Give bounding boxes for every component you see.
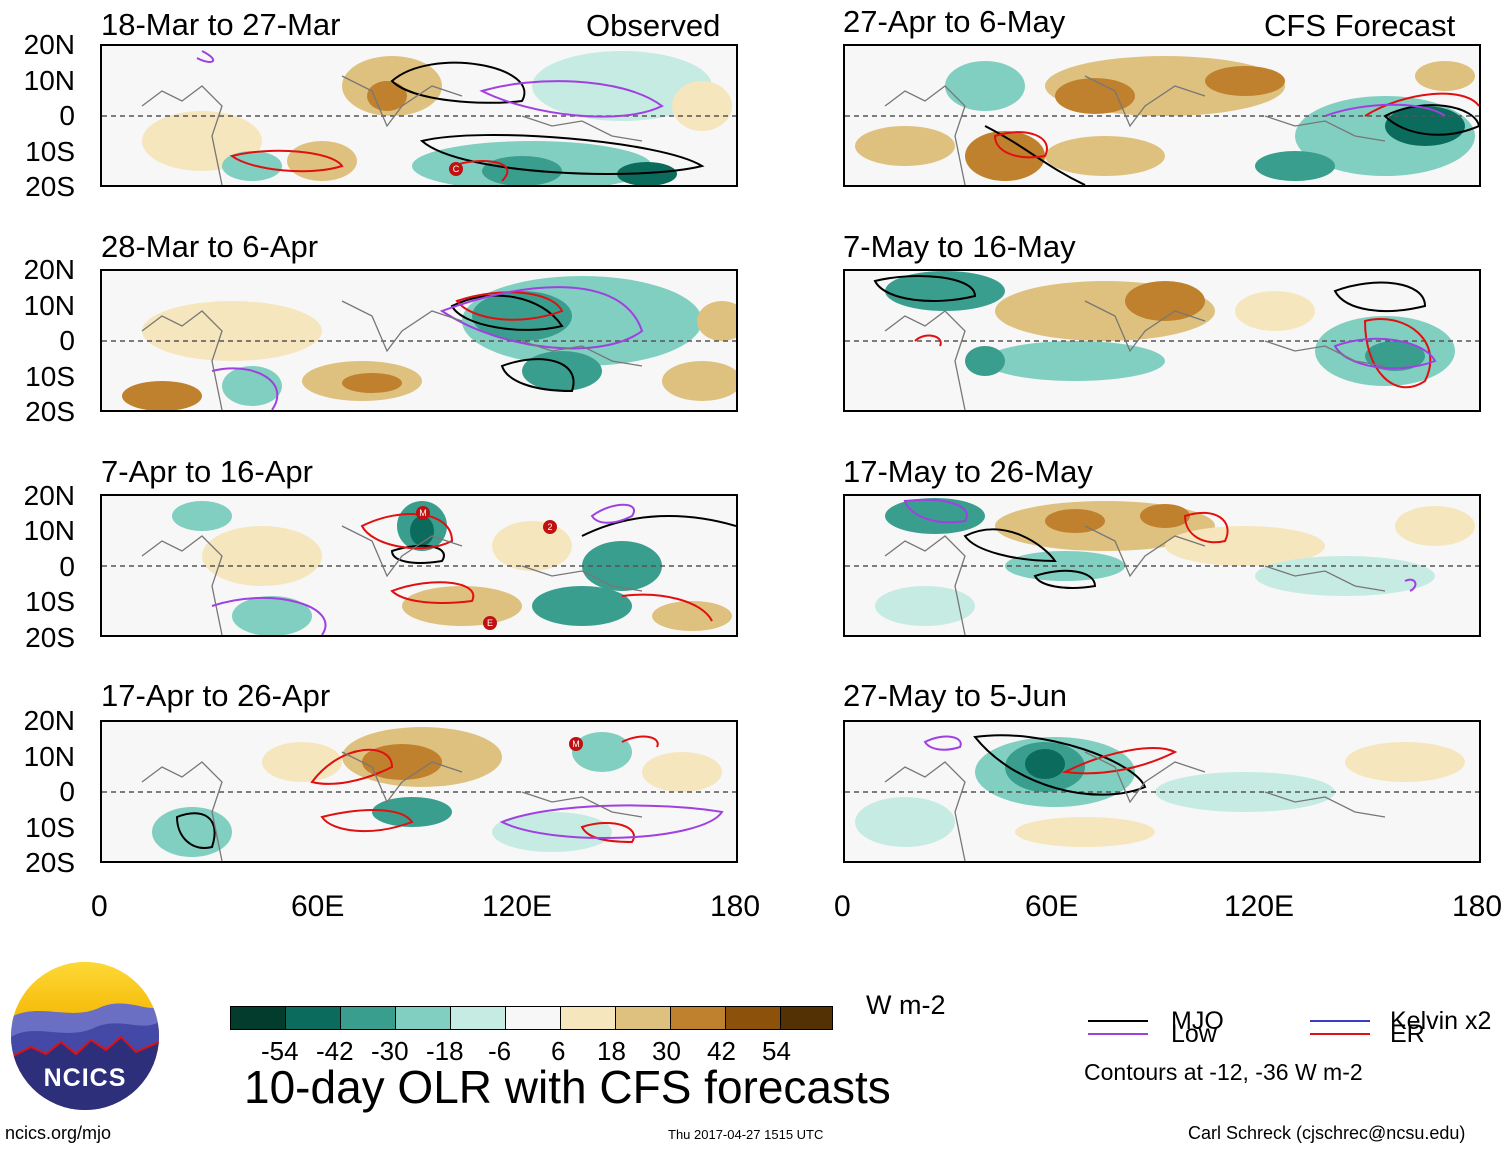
lon-label: 180 [710, 890, 761, 923]
legend-mjo-label: MJO [1171, 1007, 1224, 1035]
panel-label-left-1: 18-Mar to 27-Mar [101, 7, 341, 42]
storm-marker: M [416, 506, 430, 520]
colorbar-label: 30 [652, 1036, 681, 1066]
colorbar-units: W m-2 [866, 990, 946, 1020]
lat-label: 0 [59, 551, 75, 582]
legend-er-label: ER [1390, 1020, 1425, 1048]
footer-credit: Carl Schreck (cjschrec@ncsu.edu) [1188, 1123, 1466, 1143]
colorbar-box [560, 1006, 616, 1030]
storm-marker: M [569, 737, 583, 751]
storm-marker: E [483, 616, 497, 630]
map-panel [843, 494, 1481, 637]
colorbar-label: -30 [371, 1036, 409, 1066]
map-panel [843, 269, 1481, 412]
panel-label-left-4: 17-Apr to 26-Apr [101, 678, 331, 713]
figure-title: 10-day OLR with CFS forecasts [244, 1061, 891, 1113]
lat-label: 10N [23, 515, 75, 546]
map-panel [843, 44, 1481, 187]
panel-label-right-2: 7-May to 16-May [843, 229, 1076, 264]
storm-marker: C [449, 162, 463, 176]
lon-label: 120E [482, 890, 553, 923]
lat-label: 10N [23, 290, 75, 321]
colorbar-label: -54 [261, 1036, 299, 1066]
panel-label-left-3: 7-Apr to 16-Apr [101, 454, 313, 489]
map-panel [100, 44, 738, 187]
legend-mjo-line [1088, 1020, 1148, 1022]
lon-label: 0 [91, 890, 108, 923]
legend-kelvin-line [1310, 1020, 1370, 1022]
lat-label: 10N [23, 65, 75, 96]
panel-label-left-2: 28-Mar to 6-Apr [101, 229, 319, 264]
lat-label: 20N [23, 254, 75, 285]
panel-label-right-1: 27-Apr to 6-May [843, 4, 1066, 39]
colorbar-label: 54 [762, 1036, 791, 1066]
colorbar-label: -42 [316, 1036, 354, 1066]
colorbar-box [615, 1006, 671, 1030]
colorbar-box [340, 1006, 396, 1030]
colorbar-label: 6 [551, 1036, 566, 1066]
lon-label: 60E [291, 890, 345, 923]
colorbar-box [670, 1006, 726, 1030]
panel-label-right-3: 17-May to 26-May [843, 454, 1093, 489]
colorbar-box [780, 1006, 833, 1030]
footer-url[interactable]: ncics.org/mjo [5, 1123, 112, 1143]
colorbar-label: -6 [488, 1036, 512, 1066]
footer-timestamp: Thu 2017-04-27 1515 UTC [668, 1127, 824, 1142]
legend-low-line [1088, 1033, 1148, 1035]
colorbar-box [725, 1006, 781, 1030]
contour-note: Contours at -12, -36 W m-2 [1084, 1059, 1363, 1085]
lat-label: 20S [25, 396, 75, 427]
lat-label: 20S [25, 171, 75, 202]
colorbar-box [505, 1006, 561, 1030]
map-panel [100, 269, 738, 412]
lat-label: 20S [25, 847, 75, 878]
lat-label: 20N [23, 29, 75, 60]
lon-label: 0 [834, 890, 851, 923]
colorbar-label: 18 [597, 1036, 626, 1066]
lat-label: 0 [59, 325, 75, 356]
storm-marker: 2 [543, 520, 557, 534]
lat-label: 10S [25, 586, 75, 617]
map-panel [843, 720, 1481, 863]
legend-low-label: Low [1171, 1020, 1217, 1048]
lat-label: 10S [25, 361, 75, 392]
lat-label: 10S [25, 812, 75, 843]
lat-label: 20N [23, 480, 75, 511]
lon-label: 60E [1025, 890, 1079, 923]
logo-text: NCICS [43, 1064, 127, 1092]
colorbar-box [395, 1006, 451, 1030]
colorbar-box [450, 1006, 506, 1030]
ncics-logo: NCICS [11, 962, 159, 1110]
lon-label: 180 [1452, 890, 1503, 923]
lat-label: 10N [23, 741, 75, 772]
forecast-header: CFS Forecast [1264, 8, 1456, 43]
lat-label: 10S [25, 136, 75, 167]
colorbar-label: 42 [707, 1036, 736, 1066]
legend-er-line [1310, 1033, 1370, 1035]
lat-label: 0 [59, 100, 75, 131]
panel-label-right-4: 27-May to 5-Jun [843, 678, 1067, 713]
colorbar-box [230, 1006, 286, 1030]
lat-label: 20S [25, 622, 75, 653]
colorbar-label: -18 [426, 1036, 464, 1066]
colorbar-box [285, 1006, 341, 1030]
lon-label: 120E [1224, 890, 1295, 923]
map-panel [100, 720, 738, 863]
observed-header: Observed [586, 8, 721, 43]
lat-label: 20N [23, 705, 75, 736]
lat-label: 0 [59, 776, 75, 807]
legend-kelvin-label: Kelvin x2 [1390, 1007, 1492, 1035]
